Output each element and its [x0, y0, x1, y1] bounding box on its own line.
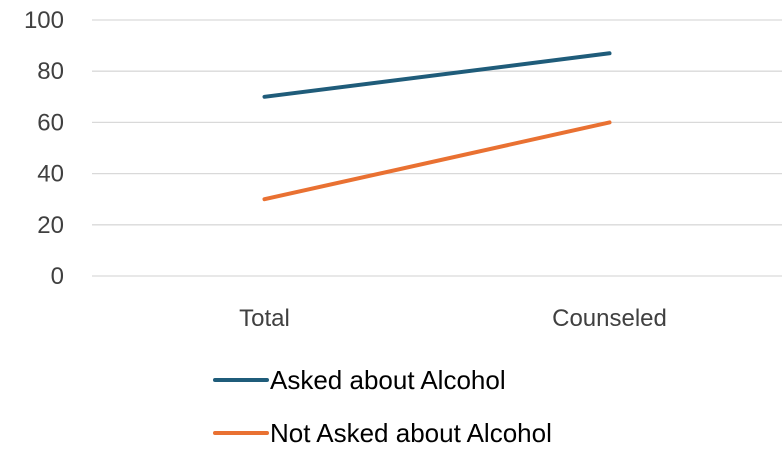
legend: Asked about Alcohol Not Asked about Alcoh… [215, 365, 552, 446]
series-line-2 [265, 122, 610, 199]
legend-label: Asked about Alcohol [270, 365, 506, 395]
y-tick-label: 80 [37, 58, 64, 85]
legend-item: Asked about Alcohol [215, 365, 506, 395]
y-tick-label: 60 [37, 109, 64, 136]
x-tick-label: Total [239, 305, 290, 332]
y-tick-label: 100 [24, 7, 64, 34]
x-axis-tick-labels: Total Counseled [239, 305, 667, 332]
y-tick-label: 20 [37, 212, 64, 239]
y-tick-label: 0 [51, 263, 64, 290]
legend-item: Not Asked about Alcohol [215, 418, 552, 446]
legend-label: Not Asked about Alcohol [270, 418, 552, 446]
gridlines [92, 20, 782, 276]
y-tick-label: 40 [37, 161, 64, 188]
series-lines [264, 53, 609, 199]
series-line-1 [265, 53, 610, 97]
y-axis-tick-labels: 0 20 40 60 80 100 [24, 7, 64, 290]
x-tick-label: Counseled [552, 305, 667, 332]
